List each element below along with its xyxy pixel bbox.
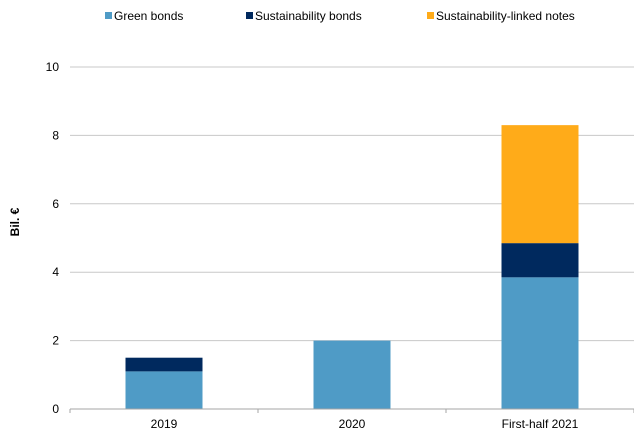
legend-label-0: Green bonds — [114, 9, 183, 23]
legend-swatch-2 — [427, 12, 434, 19]
bar-first-half-2021-series-1 — [501, 243, 579, 278]
y-tick-label-8: 8 — [52, 128, 59, 142]
legend-label-2: Sustainability-linked notes — [436, 9, 575, 23]
y-axis-title: Bil. € — [8, 207, 22, 236]
x-tick-label-1: 2020 — [339, 417, 366, 431]
y-tick-label-2: 2 — [52, 334, 59, 348]
y-tick-label-0: 0 — [52, 402, 59, 416]
bars — [125, 125, 579, 409]
axes: 2019 2020 First-half 2021 — [69, 408, 634, 431]
bar-2019-series-0 — [125, 371, 203, 409]
legend: Green bonds Sustainability bonds Sustainab… — [105, 9, 575, 23]
bar-first-half-2021-series-0 — [501, 277, 579, 409]
bar-2019-series-1 — [125, 357, 203, 372]
y-tick-label-6: 6 — [52, 197, 59, 211]
legend-swatch-1 — [246, 12, 253, 19]
bar-first-half-2021-series-2 — [501, 125, 579, 244]
x-tick-label-2: First-half 2021 — [502, 417, 579, 431]
bar-2020-series-0 — [313, 340, 391, 409]
x-tick-label-0: 2019 — [151, 417, 178, 431]
legend-label-1: Sustainability bonds — [255, 9, 362, 23]
legend-swatch-0 — [105, 12, 112, 19]
y-tick-label-10: 10 — [46, 60, 60, 74]
y-tick-label-4: 4 — [52, 265, 59, 279]
